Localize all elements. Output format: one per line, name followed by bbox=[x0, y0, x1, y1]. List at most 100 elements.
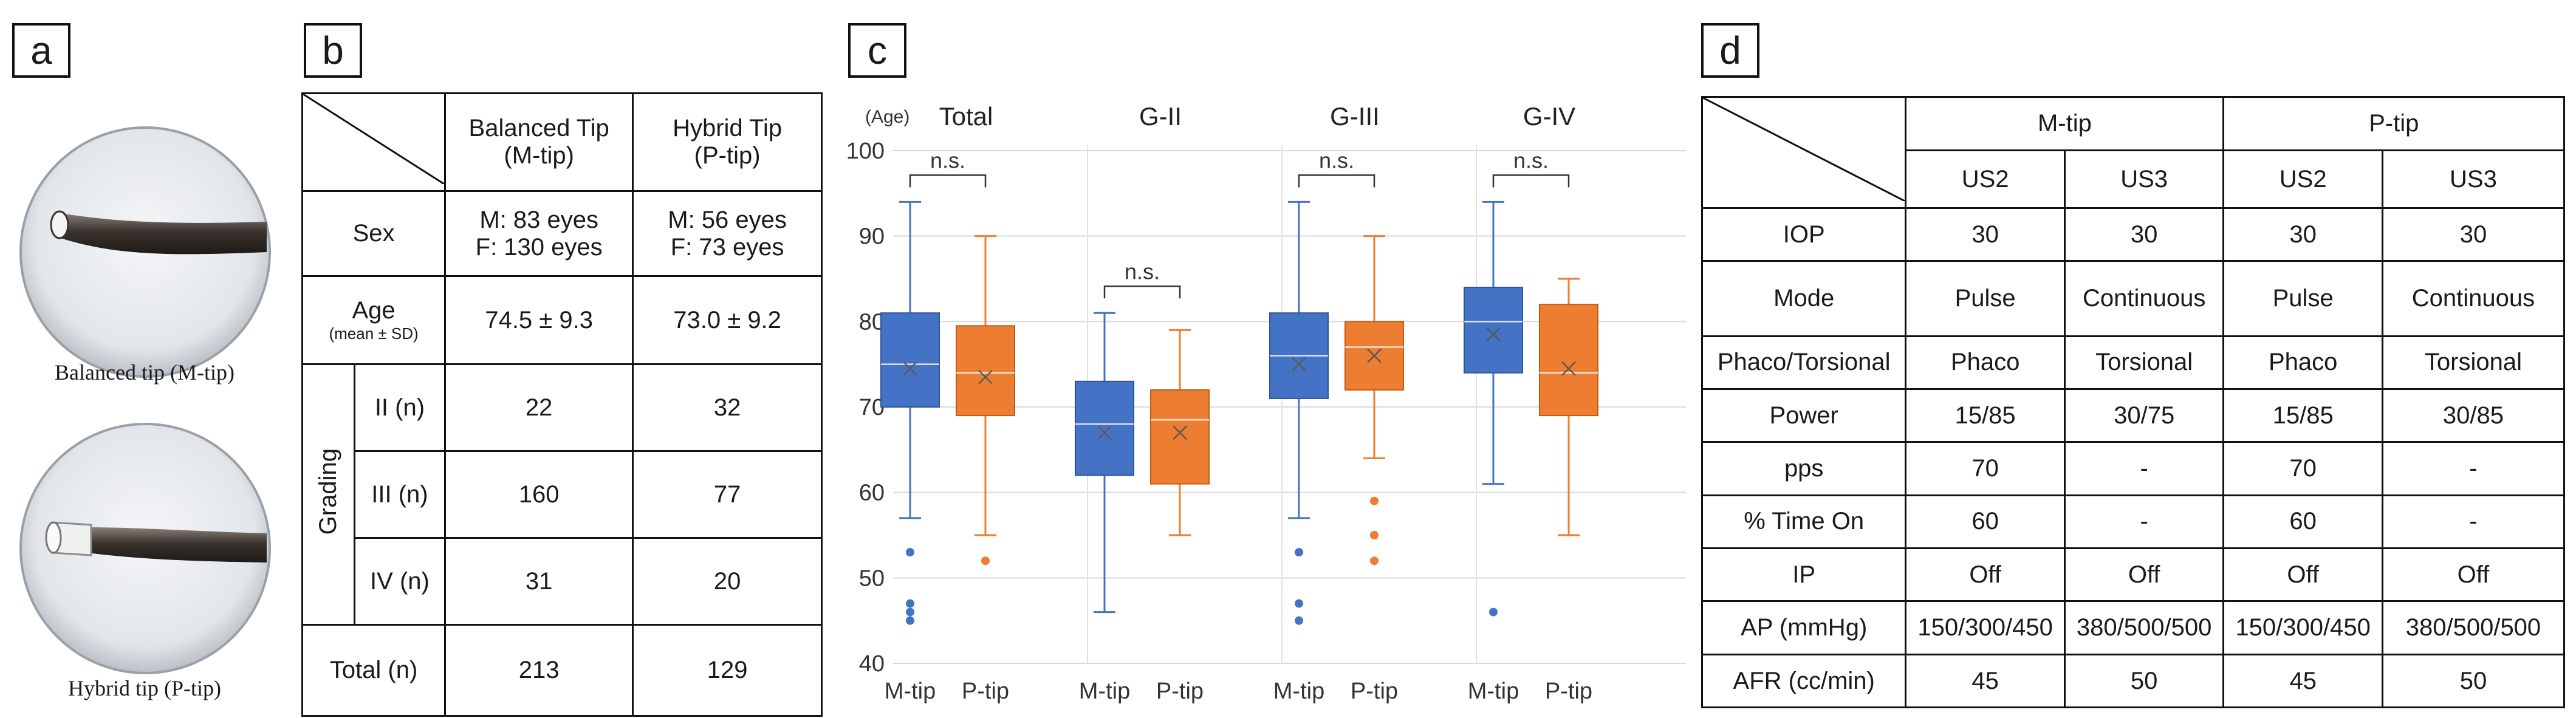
settings-row-label: pps bbox=[1701, 441, 1907, 496]
settings-row-label: IOP bbox=[1701, 207, 1907, 262]
outlier-point bbox=[906, 548, 914, 557]
demographics-table: Balanced Tip (M-tip) Hybrid Tip (P-tip) Se… bbox=[301, 92, 823, 717]
subheader-us2: US2 bbox=[1905, 149, 2066, 209]
m-tip-illustration bbox=[19, 126, 271, 378]
group-title: G-IV bbox=[1523, 102, 1575, 131]
settings-cell: Phaco bbox=[1905, 335, 2066, 391]
age-m-tip: 74.5 ± 9.3 bbox=[444, 275, 634, 365]
group-header-p-tip: P-tip bbox=[2222, 95, 2565, 152]
group-title: G-III bbox=[1330, 102, 1380, 131]
settings-cell: Torsional bbox=[2063, 335, 2225, 391]
grade-p-tip: 32 bbox=[632, 363, 823, 452]
settings-cell: Off bbox=[2381, 547, 2566, 603]
settings-row-label: AFR (cc/min) bbox=[1701, 653, 1907, 709]
settings-cell: Off bbox=[2222, 547, 2383, 603]
mean-marker bbox=[1292, 357, 1306, 372]
settings-cell: - bbox=[2381, 494, 2566, 550]
settings-cell: Pulse bbox=[1905, 260, 2066, 337]
outlier-point bbox=[1295, 599, 1303, 608]
grade-label: IV (n) bbox=[353, 537, 447, 626]
y-tick-label: 100 bbox=[846, 138, 885, 164]
settings-cell: 45 bbox=[2222, 653, 2383, 709]
significance-label: n.s. bbox=[1319, 148, 1354, 173]
outlier-point bbox=[906, 607, 914, 617]
settings-cell: Off bbox=[2063, 547, 2225, 603]
y-tick-label: 60 bbox=[859, 480, 885, 506]
settings-row: pps 70-70- bbox=[1701, 441, 2566, 496]
mean-marker bbox=[1173, 425, 1187, 440]
sex-p-tip: M: 56 eyes F: 73 eyes bbox=[632, 190, 823, 277]
total-m-tip: 213 bbox=[444, 624, 634, 717]
outlier-point bbox=[981, 556, 990, 566]
settings-cell: 60 bbox=[1905, 494, 2066, 550]
significance-bracket bbox=[1298, 174, 1375, 188]
y-tick-label: 80 bbox=[859, 309, 885, 335]
p-tip-shaft bbox=[87, 527, 267, 562]
y-tick-label: 40 bbox=[859, 651, 885, 677]
settings-cell: 30 bbox=[2063, 207, 2225, 262]
phaco-settings-table: M-tip P-tip US2 US3 US2 US3 IOP 30 30 30 30 M… bbox=[1701, 95, 2566, 709]
grade-label: II (n) bbox=[353, 363, 447, 452]
outlier-point bbox=[1370, 496, 1379, 505]
panel-label-a: a bbox=[12, 23, 70, 78]
corner-cell bbox=[301, 92, 447, 192]
settings-row-label: Mode bbox=[1701, 260, 1907, 337]
box-m-tip bbox=[880, 312, 940, 408]
settings-cell: Off bbox=[1905, 547, 2066, 603]
sex-m-tip: M: 83 eyes F: 130 eyes bbox=[444, 190, 634, 277]
grade-m-tip: 31 bbox=[444, 537, 634, 626]
x-category-label: P-tip bbox=[1545, 679, 1592, 704]
settings-cell: - bbox=[2063, 441, 2225, 496]
settings-row: IP Off Off Off Off bbox=[1701, 547, 2566, 603]
mean-marker bbox=[1486, 327, 1501, 342]
p-tip-illustration bbox=[19, 423, 271, 674]
box-m-tip bbox=[1464, 287, 1523, 374]
settings-cell: 45 bbox=[1905, 653, 2066, 709]
settings-cell: 30 bbox=[2381, 207, 2566, 262]
settings-cell: Torsional bbox=[2381, 335, 2566, 391]
settings-row: Mode Pulse Continuous Pulse Continuous bbox=[1701, 260, 2566, 337]
p-tip-caption: Hybrid tip (P-tip) bbox=[68, 676, 221, 700]
significance-bracket bbox=[909, 174, 987, 188]
significance-bracket bbox=[1103, 285, 1181, 299]
subheader-us2: US2 bbox=[2222, 149, 2383, 209]
mean-marker bbox=[978, 369, 993, 385]
settings-cell: 70 bbox=[1905, 441, 2066, 496]
x-category-label: M-tip bbox=[885, 679, 936, 704]
settings-cell: 50 bbox=[2381, 653, 2566, 709]
total-p-tip: 129 bbox=[632, 624, 823, 717]
grading-label: Grading bbox=[301, 363, 355, 626]
settings-cell: 50 bbox=[2063, 653, 2225, 709]
settings-cell: - bbox=[2063, 494, 2225, 550]
mean-marker bbox=[1561, 361, 1576, 376]
grade-p-tip: 20 bbox=[632, 537, 823, 626]
significance-bracket bbox=[1492, 174, 1570, 188]
settings-row-label: IP bbox=[1701, 547, 1907, 603]
outlier-point bbox=[1370, 556, 1379, 566]
settings-cell: 380/500/500 bbox=[2063, 600, 2225, 655]
settings-cell: 15/85 bbox=[1905, 388, 2066, 443]
grade-m-tip: 160 bbox=[444, 450, 634, 539]
settings-row: Phaco/Torsional Phaco Torsional Phaco Torsio… bbox=[1701, 335, 2566, 391]
settings-cell: 380/500/500 bbox=[2381, 600, 2566, 655]
box-p-tip bbox=[1150, 389, 1210, 485]
settings-row: IOP 30 30 30 30 bbox=[1701, 207, 2566, 262]
significance-label: n.s. bbox=[1125, 259, 1160, 284]
settings-row-label: % Time On bbox=[1701, 494, 1907, 550]
settings-cell: Pulse bbox=[2222, 260, 2383, 337]
settings-row: AP (mmHg) 150/300/450 380/500/500 150/300/4… bbox=[1701, 600, 2566, 655]
settings-cell: Phaco bbox=[2222, 335, 2383, 391]
header-p-tip: Hybrid Tip (P-tip) bbox=[632, 92, 823, 192]
panel-label-c: c bbox=[848, 23, 906, 78]
settings-row: AFR (cc/min) 45 50 45 50 bbox=[1701, 653, 2566, 709]
x-category-label: P-tip bbox=[1156, 679, 1204, 704]
x-category-label: M-tip bbox=[1273, 679, 1324, 704]
header-m-tip: Balanced Tip (M-tip) bbox=[444, 92, 634, 192]
x-category-label: M-tip bbox=[1079, 679, 1130, 704]
settings-cell: 150/300/450 bbox=[2222, 600, 2383, 655]
age-p-tip: 73.0 ± 9.2 bbox=[632, 275, 823, 365]
settings-cell: 150/300/450 bbox=[1905, 600, 2066, 655]
settings-row-label: AP (mmHg) bbox=[1701, 600, 1907, 655]
y-tick-label: 50 bbox=[859, 566, 885, 591]
subheader-us3: US3 bbox=[2063, 149, 2225, 209]
